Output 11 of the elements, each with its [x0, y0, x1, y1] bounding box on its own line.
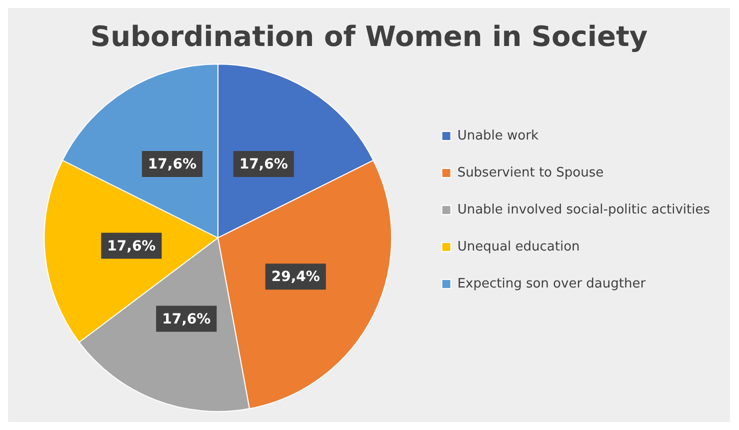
- chart-title: Subordination of Women in Society: [90, 20, 648, 54]
- data-label: 17,6%: [148, 156, 197, 173]
- data-label: 17,6%: [162, 311, 211, 328]
- data-label: 29,4%: [271, 269, 320, 286]
- legend-label: Expecting son over daugther: [457, 276, 646, 292]
- legend-label: Subservient to Spouse: [457, 165, 604, 180]
- legend-label: Unable involved social-politic activities: [457, 202, 710, 218]
- legend-label: Unable work: [457, 128, 539, 144]
- legend-label: Unequal education: [457, 239, 580, 254]
- data-label: 17,6%: [239, 156, 288, 173]
- data-label: 17,6%: [107, 238, 156, 254]
